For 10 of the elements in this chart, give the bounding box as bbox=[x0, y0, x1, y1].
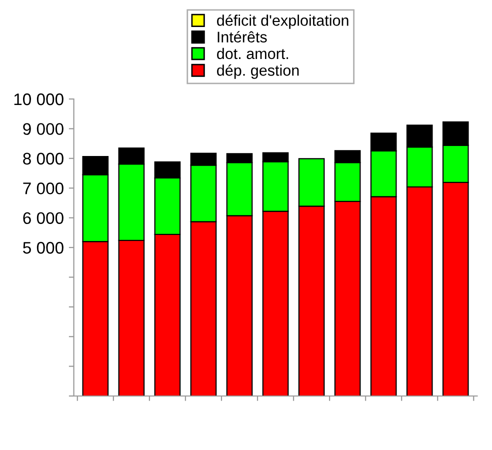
y-tick-label: 9 000 bbox=[23, 123, 64, 135]
legend-label: Intérêts bbox=[218, 31, 267, 42]
legend-label: déficit d'exploitation bbox=[217, 14, 348, 29]
y-tick-label: 8 000 bbox=[23, 152, 64, 165]
y-tick-label: 7 000 bbox=[23, 182, 64, 194]
legend-label: dép. gestion bbox=[217, 64, 299, 79]
y-tick-label: 6 000 bbox=[23, 212, 64, 224]
y-tick-label: 5 000 bbox=[23, 242, 64, 254]
legend-label: dot. amort. bbox=[217, 48, 288, 60]
y-tick-label: 10 000 bbox=[14, 93, 64, 106]
